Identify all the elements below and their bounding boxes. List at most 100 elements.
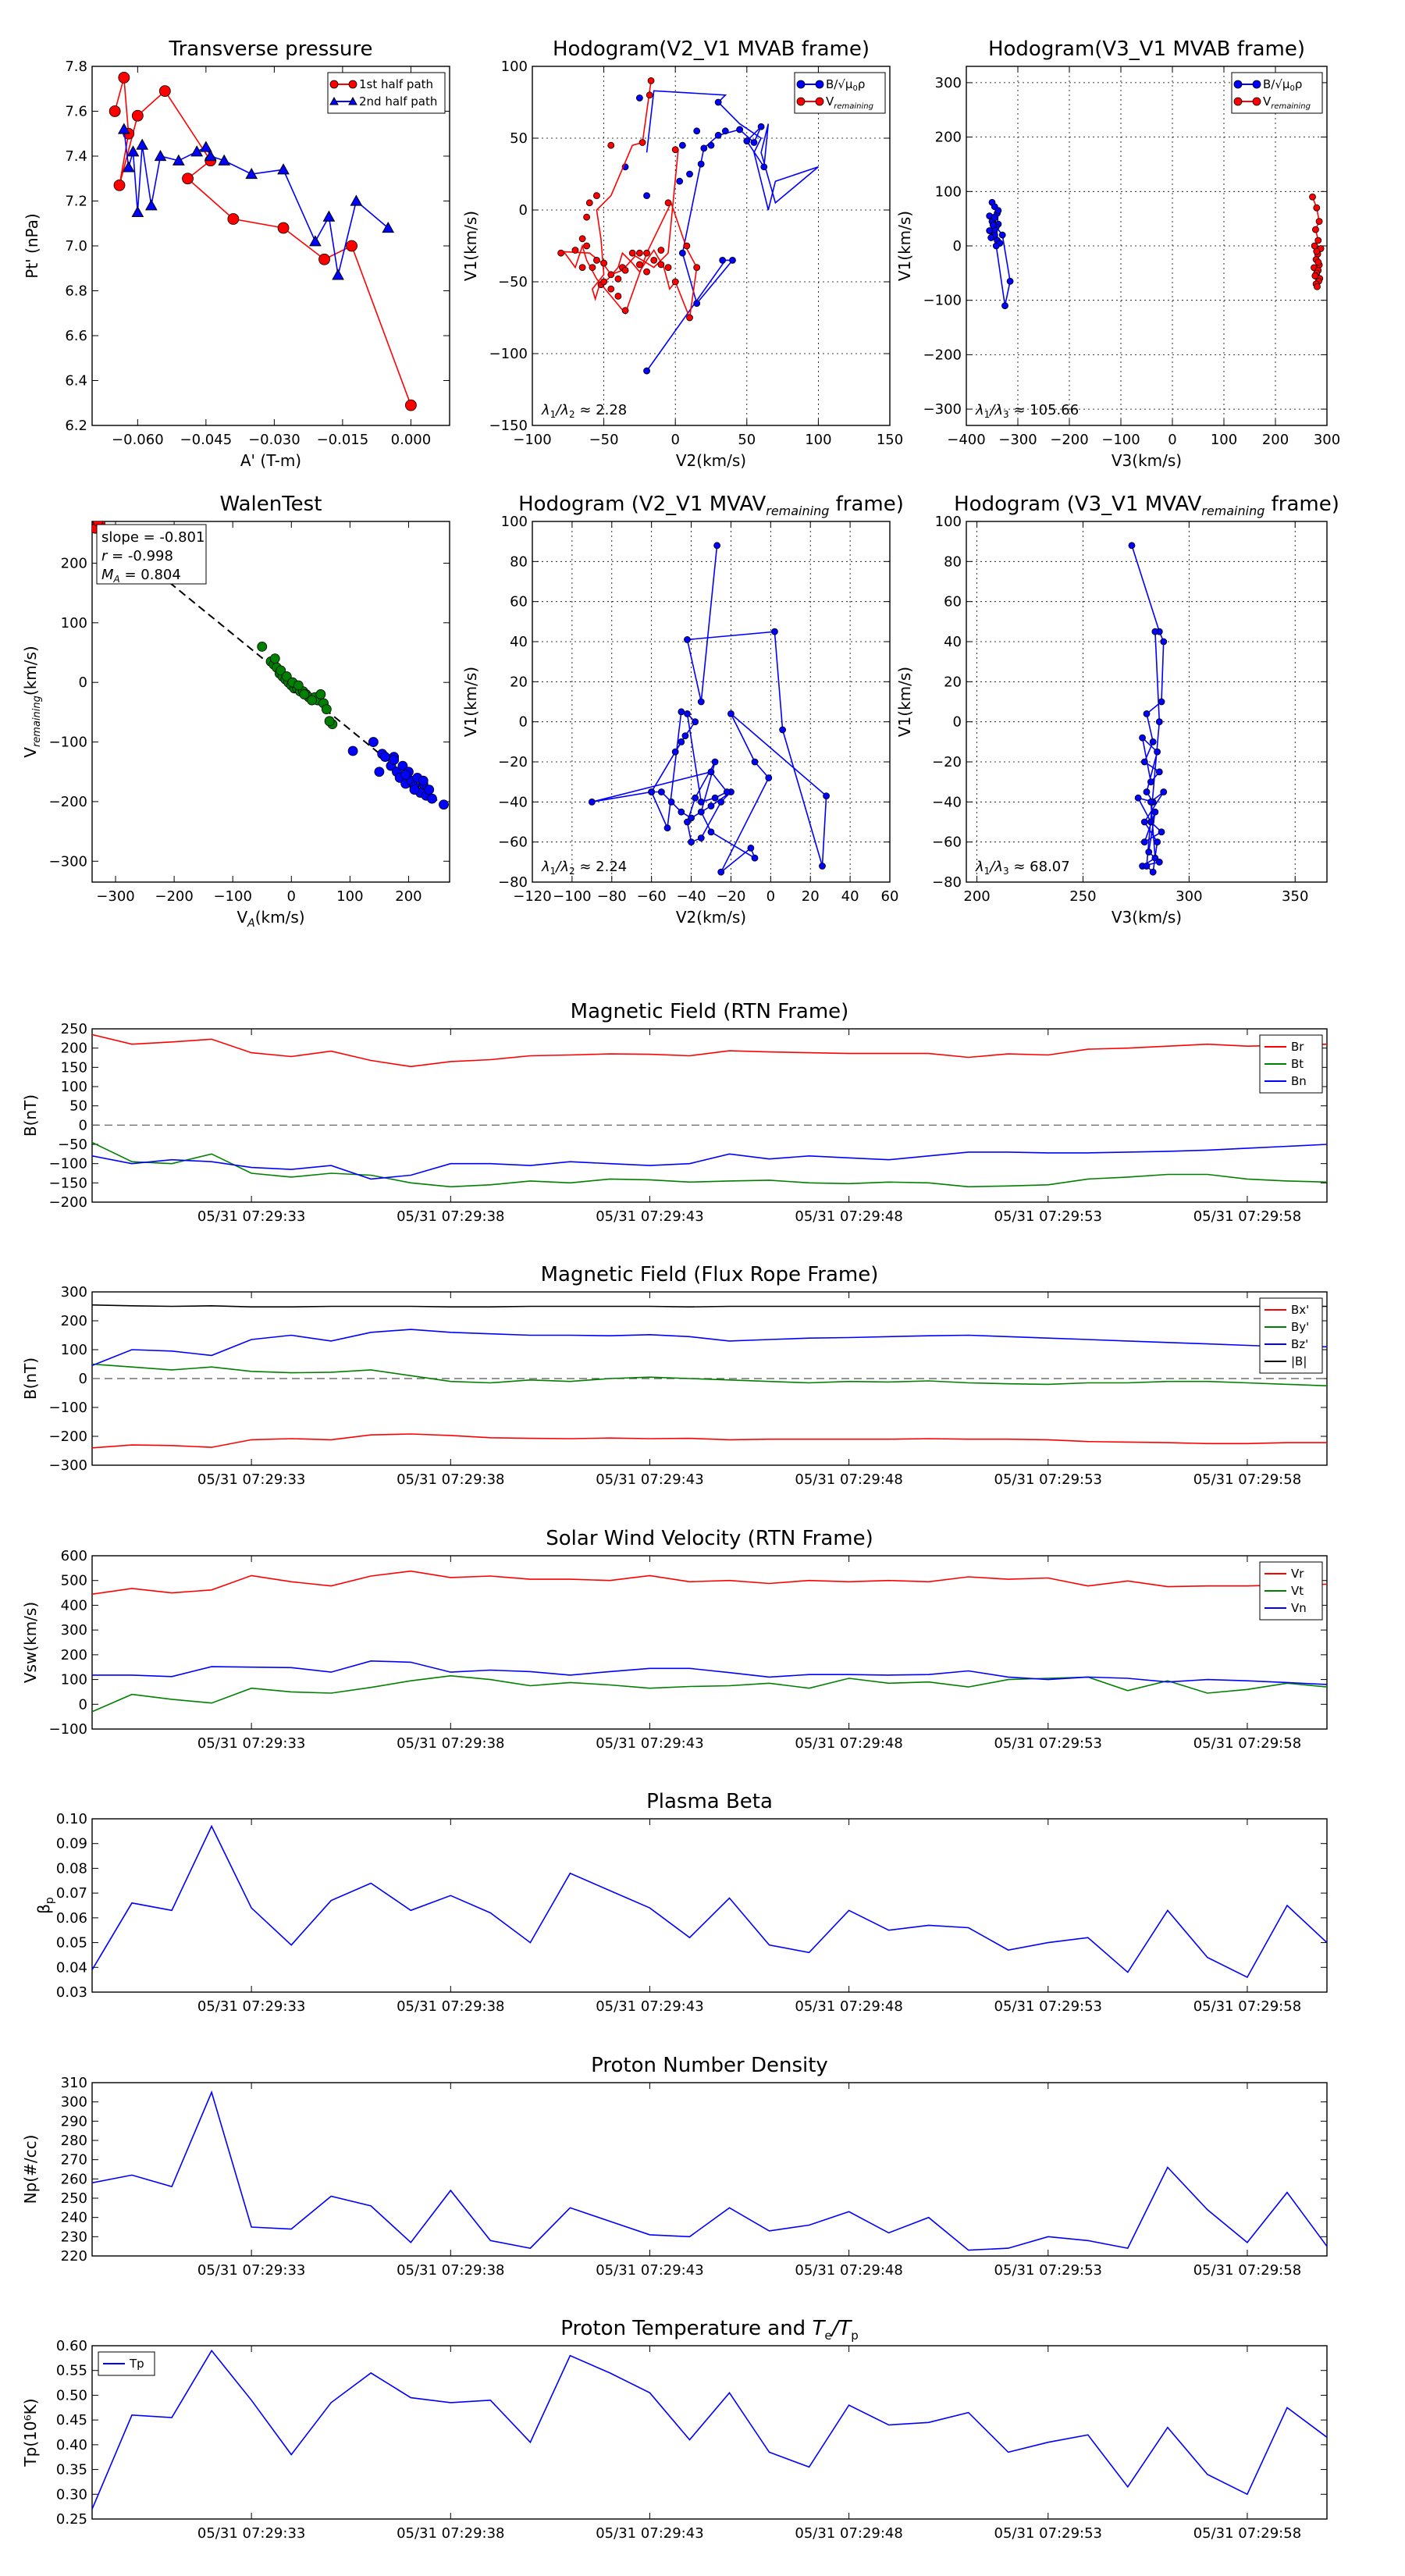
stats-line: MA = 0.804 [101,567,181,585]
y-tick-label: 0.10 [56,1811,87,1827]
data-point [607,141,615,149]
legend: Bx' By' Bz' |B| [1259,1297,1323,1374]
y-tick-label: 100 [61,1079,87,1095]
data-point [1155,858,1163,866]
data-point [621,307,629,315]
data-point [108,105,121,117]
data-point [678,249,686,257]
data-point [276,665,286,676]
x-tick-label: 05/31 07:29:53 [994,1998,1102,2015]
legend-label: Br [1291,1040,1304,1054]
legend-marker [329,96,339,105]
data-point [315,689,326,699]
data-point [131,205,144,217]
chart-title: Plasma Beta [646,1790,773,1813]
data-point [269,653,280,664]
x-tick-label: 350 [1282,888,1308,905]
data-point [721,127,729,135]
plot-area [588,542,830,876]
plot-frame [91,66,450,426]
data-point [1154,838,1161,846]
series-line [92,1824,1327,1979]
y-tick-label: 0.30 [56,2486,87,2503]
data-point [992,242,1000,250]
data-point [1155,768,1163,776]
data-point [309,235,322,247]
data-point [1147,778,1154,786]
plot-area [92,1570,1327,1713]
y-tick-label: 0.05 [56,1935,87,1952]
y-tick-label: −300 [49,1457,87,1474]
legend-label: Vn [1291,1601,1307,1615]
data-point [678,808,685,816]
data-point [681,732,689,740]
chart-title: Proton Temperature and Te/Tp [560,2317,859,2343]
x-tick-label: 05/31 07:29:33 [197,1471,305,1488]
data-point [743,137,751,145]
eigen-ratio-label: λ1/λ3 ≈ 105.66 [975,402,1079,420]
legend-frame [327,72,446,114]
y-tick-label: 100 [61,615,87,632]
y-tick-label: 0.55 [56,2363,87,2379]
data-point [1314,283,1321,290]
y-tick-label: 300 [935,75,962,91]
data-point [1313,204,1321,212]
y-tick-label: 0.08 [56,1860,87,1877]
data-point [158,85,171,98]
plot-frame [532,521,891,883]
plot-area [108,71,417,411]
y-tick-label: 20 [944,674,962,690]
y-tick-label: 0.50 [56,2387,87,2403]
x-tick-label: 05/31 07:29:38 [397,1735,504,1752]
plot-frame [91,2345,1328,2520]
legend: Br Bt Bn [1259,1034,1323,1094]
data-point [418,775,429,786]
data-point [643,249,650,257]
y-tick-label: 300 [61,1622,87,1638]
x-tick-label: 0 [767,888,775,905]
chart-title: Solar Wind Velocity (RTN Frame) [546,1527,873,1550]
y-tick-label: 80 [944,553,962,570]
data-point [717,798,725,806]
data-point [989,222,997,229]
data-point [657,247,665,254]
data-point [277,163,290,175]
y-tick-label: 200 [61,1041,87,1057]
series-line [1131,545,1165,873]
data-point [692,794,699,802]
data-point [750,139,758,146]
y-tick-label: 40 [510,634,528,650]
data-point [118,71,130,84]
data-point [671,278,679,286]
x-tick-label: 05/31 07:29:38 [397,1208,504,1225]
x-axis-label: VA(km/s) [237,908,304,930]
data-point [350,194,363,206]
data-point [697,808,705,816]
x-tick-label: −300 [96,888,134,905]
legend-marker [348,96,357,105]
data-point [707,802,715,809]
y-tick-label: 0.35 [56,2462,87,2478]
chart-title: Hodogram (V2_V1 MVAVremaining frame) [518,493,904,518]
data-point [647,77,655,84]
y-tick-label: 500 [61,1573,87,1589]
x-tick-label: −200 [1050,432,1088,448]
x-tick-label: 05/31 07:29:38 [397,1471,504,1488]
chart-beta: Plasma Beta 05/31 07:29:33 05/31 07:29:38 0… [34,1790,1328,2015]
data-point [173,154,185,165]
chart-title: Hodogram (V3_V1 MVAVremaining frame) [954,493,1339,518]
x-tick-label: 100 [336,888,363,905]
data-point [643,192,650,200]
data-point [374,767,385,777]
y-axis-label: V1(km/s) [461,211,480,281]
x-tick-label: 0.000 [391,432,432,448]
x-tick-label: −0.060 [112,432,164,448]
y-tick-label: 7.4 [65,148,87,165]
data-point [585,199,593,207]
y-tick-label: 0 [519,714,528,731]
plot-area [1128,542,1168,876]
y-tick-label: −200 [49,1194,87,1211]
chart-pt: Transverse pressure −0.060 −0.045 −0.030 −0.… [23,37,450,470]
